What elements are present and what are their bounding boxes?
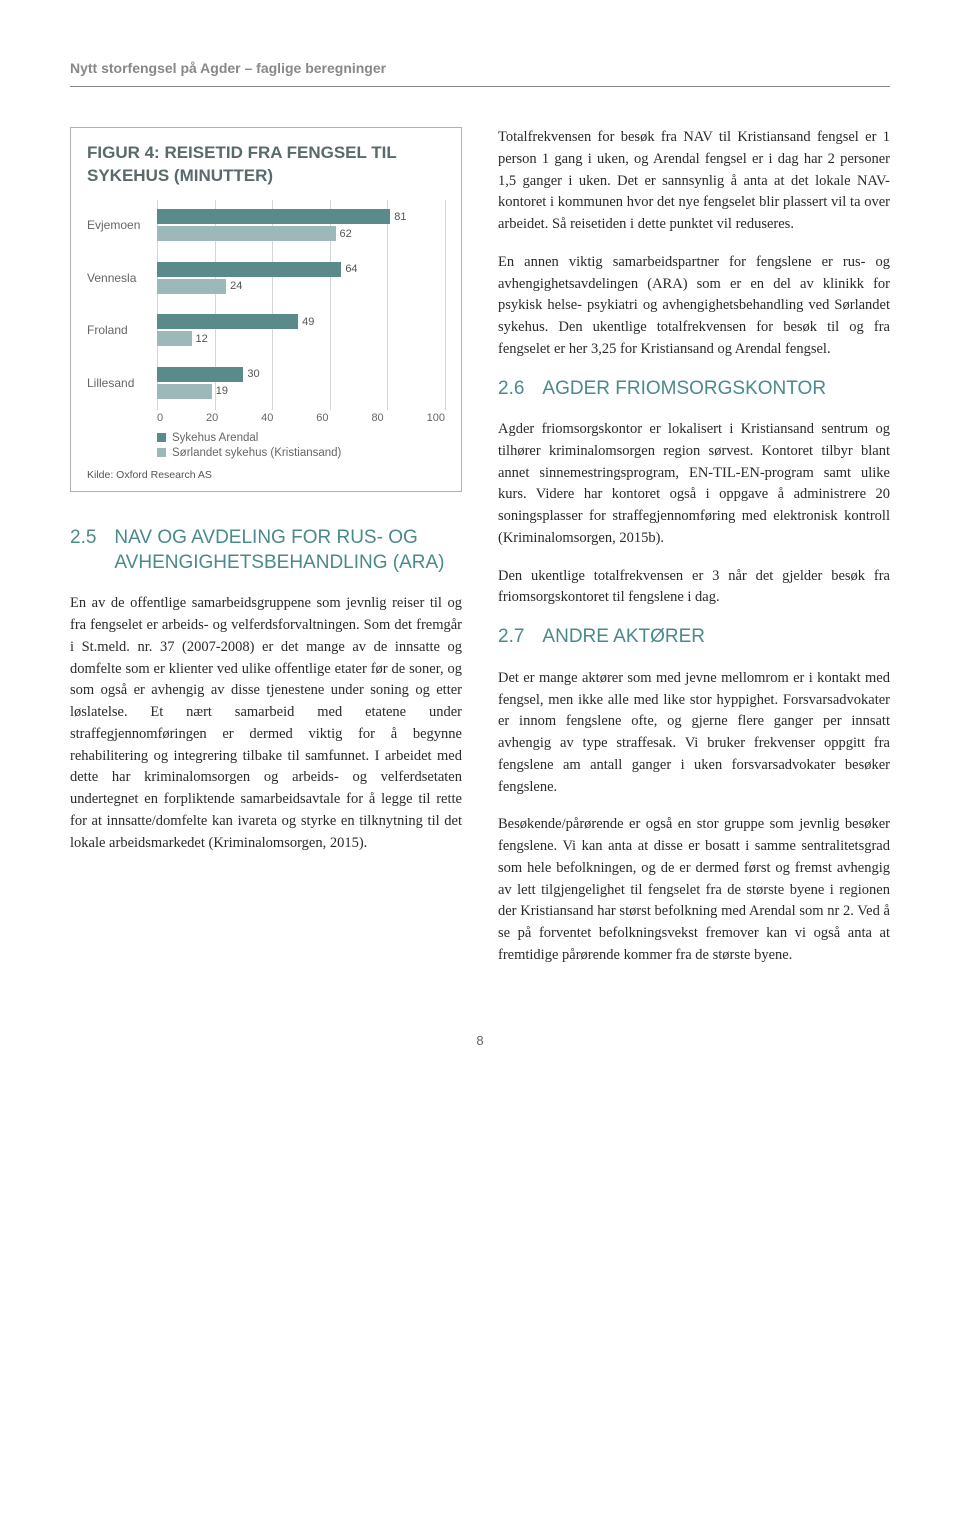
bar: 30 xyxy=(157,367,243,382)
figure-source: Kilde: Oxford Research AS xyxy=(87,469,445,481)
category-label: Froland xyxy=(87,323,149,337)
axis-tick: 80 xyxy=(371,412,383,424)
section-2-7-heading: 2.7 ANDRE AKTØRER xyxy=(498,625,890,650)
bar: 12 xyxy=(157,331,192,346)
bar-value-label: 81 xyxy=(394,211,406,223)
legend-item: Sørlandet sykehus (Kristiansand) xyxy=(157,447,445,459)
section-title: AGDER FRIOMSORGSKONTOR xyxy=(542,377,826,402)
paragraph: En av de offentlige samarbeidsgruppene s… xyxy=(70,593,462,854)
page-number: 8 xyxy=(70,1033,890,1048)
section-number: 2.5 xyxy=(70,526,96,575)
paragraph: Totalfrekvensen for besøk fra NAV til Kr… xyxy=(498,127,890,236)
category-label: Vennesla xyxy=(87,271,149,285)
bar-value-label: 62 xyxy=(340,228,352,240)
bar: 19 xyxy=(157,384,212,399)
section-number: 2.6 xyxy=(498,377,524,402)
document-page: Nytt storfengsel på Agder – faglige bere… xyxy=(0,0,960,1098)
bar: 49 xyxy=(157,314,298,329)
legend-swatch xyxy=(157,433,166,442)
section-title: ANDRE AKTØRER xyxy=(542,625,705,650)
two-column-layout: FIGUR 4: REISETID FRA FENGSEL TIL SYKEHU… xyxy=(70,127,890,983)
bar-value-label: 19 xyxy=(216,385,228,397)
bar: 64 xyxy=(157,262,341,277)
bar: 62 xyxy=(157,226,336,241)
bar-group: 81 62 xyxy=(157,209,445,243)
axis-tick: 60 xyxy=(316,412,328,424)
figure-4: FIGUR 4: REISETID FRA FENGSEL TIL SYKEHU… xyxy=(70,127,462,492)
axis-tick: 40 xyxy=(261,412,273,424)
section-2-5-heading: 2.5 NAV OG AVDELING FOR RUS- OG AVHENGIG… xyxy=(70,526,462,575)
axis-tick: 20 xyxy=(206,412,218,424)
paragraph: En annen viktig samarbeidspartner for fe… xyxy=(498,252,890,361)
section-number: 2.7 xyxy=(498,625,524,650)
grid-line xyxy=(445,200,446,410)
chart-bars: 81 62 64 24 49 12 30 19 xyxy=(157,200,445,410)
paragraph: Besøkende/pårørende er også en stor grup… xyxy=(498,814,890,966)
legend-swatch xyxy=(157,448,166,457)
bar: 81 xyxy=(157,209,390,224)
bar-value-label: 49 xyxy=(302,316,314,328)
legend-label: Sykehus Arendal xyxy=(172,432,258,444)
paragraph: Agder friomsorgskontor er lokalisert i K… xyxy=(498,419,890,550)
section-2-6-heading: 2.6 AGDER FRIOMSORGSKONTOR xyxy=(498,377,890,402)
chart-category-labels: Evjemoen Vennesla Froland Lillesand xyxy=(87,200,149,410)
bar-value-label: 12 xyxy=(196,333,208,345)
chart-legend: Sykehus Arendal Sørlandet sykehus (Kristi… xyxy=(87,432,445,459)
header-rule xyxy=(70,86,890,87)
section-title: NAV OG AVDELING FOR RUS- OG AVHENGIGHETS… xyxy=(114,526,462,575)
bar-value-label: 64 xyxy=(345,263,357,275)
axis-tick: 0 xyxy=(157,412,163,424)
category-label: Evjemoen xyxy=(87,218,149,232)
figure-title: FIGUR 4: REISETID FRA FENGSEL TIL SYKEHU… xyxy=(87,142,445,188)
category-label: Lillesand xyxy=(87,376,149,390)
bar-group: 30 19 xyxy=(157,367,445,401)
bar-value-label: 24 xyxy=(230,280,242,292)
bar: 24 xyxy=(157,279,226,294)
right-column: Totalfrekvensen for besøk fra NAV til Kr… xyxy=(498,127,890,983)
chart-plot: 81 62 64 24 49 12 30 19 Evjemoen Vennesla Froland… xyxy=(87,200,445,410)
axis-tick: 100 xyxy=(427,412,445,424)
bar-group: 49 12 xyxy=(157,314,445,348)
legend-label: Sørlandet sykehus (Kristiansand) xyxy=(172,447,341,459)
paragraph: Den ukentlige totalfrekvensen er 3 når d… xyxy=(498,566,890,610)
paragraph: Det er mange aktører som med jevne mello… xyxy=(498,668,890,799)
left-column: FIGUR 4: REISETID FRA FENGSEL TIL SYKEHU… xyxy=(70,127,462,983)
running-head: Nytt storfengsel på Agder – faglige bere… xyxy=(70,60,890,76)
legend-item: Sykehus Arendal xyxy=(157,432,445,444)
chart-x-axis: 0 20 40 60 80 100 xyxy=(87,412,445,424)
bar-value-label: 30 xyxy=(247,368,259,380)
bar-group: 64 24 xyxy=(157,262,445,296)
